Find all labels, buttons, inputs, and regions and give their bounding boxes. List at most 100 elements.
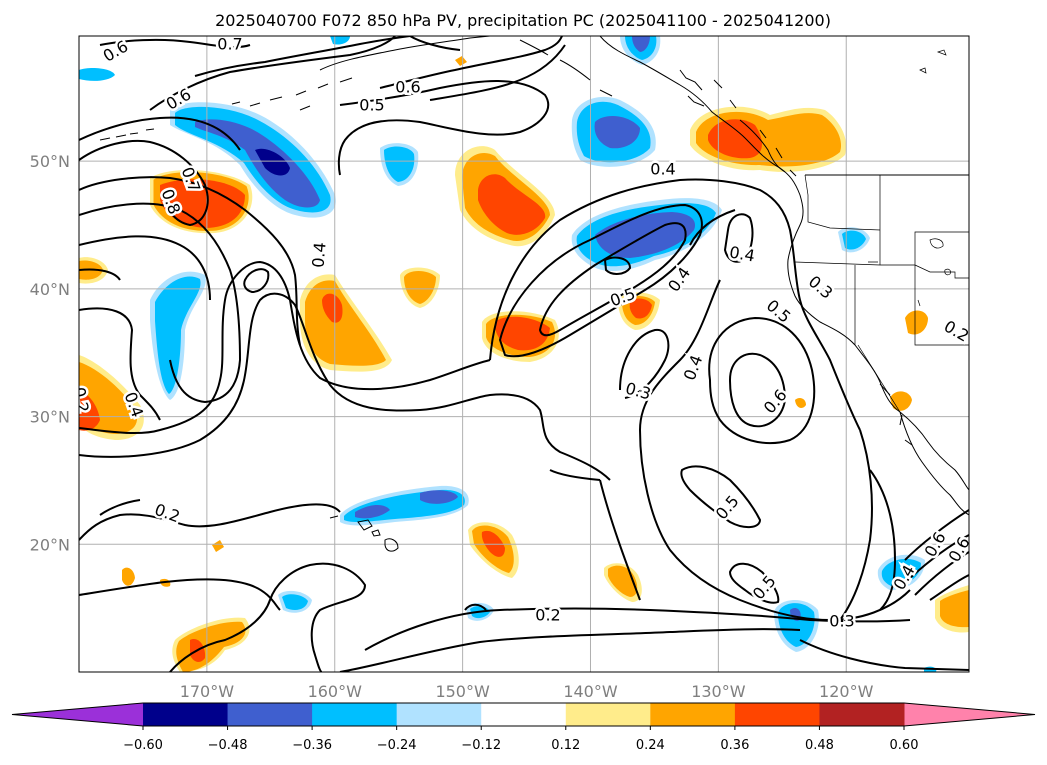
baja-coastline [899, 411, 969, 516]
pv-contour [79, 268, 121, 281]
pv-contour [498, 203, 703, 358]
pv-contour [379, 36, 563, 89]
colorbar-segment [396, 703, 482, 726]
pv-contour [680, 465, 762, 528]
precip-blob-pos [79, 390, 100, 431]
pv-contour [708, 316, 816, 444]
map-gridlines [79, 36, 969, 672]
pv-contour [79, 176, 301, 346]
latitude-tick-label: 20°N [30, 535, 70, 554]
precip-blob-pos [905, 310, 928, 335]
pv-contour [79, 139, 209, 227]
precip-blob-pos [795, 397, 806, 408]
map-title: 2025040700 F072 850 hPa PV, precipitatio… [215, 11, 831, 30]
pv-contour [723, 213, 754, 263]
pv-contour [79, 292, 611, 481]
coastline-pnw-detail [679, 69, 797, 177]
pv-contour [339, 628, 801, 672]
colorbar-segment [565, 703, 651, 726]
precip-blob-neg [842, 230, 866, 250]
latitude-tick-label: 50°N [30, 152, 70, 171]
north-america-coastline [599, 36, 969, 491]
pv-contour [79, 235, 211, 301]
longitude-tick-label: 130°W [691, 682, 746, 701]
colorbar-segment [227, 703, 313, 726]
map-frame [78, 35, 970, 673]
colorbar-tick-label: 0.36 [720, 738, 749, 753]
pv-contour [489, 178, 861, 431]
latitude-tick-label: 30°N [30, 408, 70, 427]
precip-blob-neg [632, 36, 650, 52]
precip-blob-pos [494, 316, 550, 351]
colorbar-tick-label: −0.60 [123, 738, 163, 753]
longitude-tick-label: 120°W [819, 682, 874, 701]
vancouver-island [739, 119, 786, 173]
pv-contour [79, 202, 242, 404]
pv-contour [464, 603, 487, 611]
colorbar-tick-label: 0.12 [551, 738, 580, 753]
longitude-tick-label: 150°W [435, 682, 490, 701]
pv-contour [689, 209, 736, 246]
precip-blob-pos [322, 293, 343, 323]
state-borders [794, 174, 969, 413]
longitude-tick-label: 160°W [308, 682, 363, 701]
colorbar-segment [481, 703, 567, 726]
colorbar-tick-label: 0.24 [636, 738, 665, 753]
contour-label: 0.3 [829, 612, 854, 631]
latitude-tick-label: 40°N [30, 280, 70, 299]
precip-blob-neg [195, 119, 320, 208]
pv-contour [194, 36, 411, 77]
colorbar-tick-label: −0.12 [461, 738, 501, 753]
colorbar-segment [312, 703, 398, 726]
pv-contour [728, 352, 787, 428]
aleutian-islands [231, 77, 353, 111]
precip-blob-pos [629, 298, 652, 319]
pv-contour [619, 328, 670, 399]
precip-blob-neg [881, 558, 921, 586]
longitude-tick-label: 140°W [563, 682, 618, 701]
precip-blob-neg [282, 594, 308, 610]
lakes [868, 49, 951, 307]
contour-label: 0.7 [217, 35, 242, 54]
precip-blob-pos [212, 540, 224, 552]
precip-blob-pos [122, 567, 135, 586]
hawaii-islands [329, 515, 399, 552]
precip-blob-pos [455, 56, 467, 66]
precip-blob-pos [478, 174, 546, 235]
pv-contour [79, 503, 341, 541]
pv-contour [639, 429, 911, 622]
contour-label: 0.4 [308, 241, 329, 268]
precip-blob-neg [594, 116, 640, 149]
colorbar-segment [650, 703, 736, 726]
pv-contour [243, 268, 270, 294]
colorbar-tick-label: −0.24 [377, 738, 417, 753]
map-panel: 0.6 0.70.6 0.60.50.70.80.40.40.50.40.40.30… [78, 35, 970, 673]
aleutian-islands [99, 128, 155, 141]
precip-blob-neg [355, 504, 390, 519]
pv-contour [904, 509, 969, 601]
precip-blob-neg [384, 146, 415, 182]
pv-contour [79, 116, 241, 151]
coastlines [99, 36, 969, 552]
pv-contour [79, 307, 161, 421]
latitude-tick-labels: 20°N 30°N 40°N 50°N [30, 152, 70, 554]
colorbar-extend-max [904, 703, 1035, 726]
pv-contour [79, 578, 281, 611]
precip-blob-pos [940, 590, 969, 628]
contour-label: 0.5 [359, 96, 384, 115]
pv-contour [639, 279, 721, 431]
pv-contour [728, 562, 780, 604]
pv-contour [549, 469, 641, 601]
colorbar-tick-label: 0.48 [805, 738, 834, 753]
pv-contour [869, 469, 897, 611]
precip-blob-neg [155, 276, 201, 394]
colorbar-tick-label: −0.48 [208, 738, 248, 753]
pv-contour [169, 562, 367, 672]
colorbar-segment [819, 703, 905, 726]
pv-contours [79, 36, 969, 672]
precip-positive-shading [79, 56, 969, 672]
pv-contour [429, 44, 566, 101]
precip-blob-pos [708, 119, 762, 159]
colorbar-extend-min [12, 703, 143, 726]
